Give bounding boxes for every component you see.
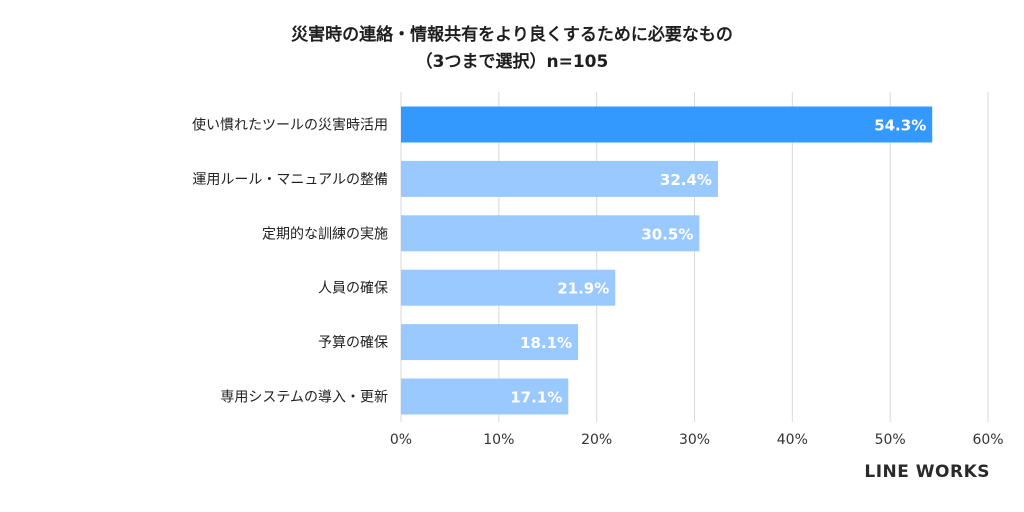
chart-title-line2: （3つまで選択）n=105	[415, 52, 609, 72]
data-label: 17.1%	[510, 389, 562, 407]
line-works-logo: LINE WORKS	[864, 462, 990, 482]
bar	[401, 106, 933, 143]
bar	[401, 160, 718, 197]
x-tick-label: 30%	[679, 432, 710, 448]
bar	[401, 324, 579, 361]
category-label: 人員の確保	[318, 281, 388, 297]
category-label: 使い慣れたツールの災害時活用	[192, 117, 388, 134]
category-label: 専用システムの導入・更新	[220, 390, 388, 406]
data-label: 30.5%	[641, 225, 693, 243]
category-label: 予算の確保	[318, 335, 388, 351]
x-tick-label: 10%	[483, 432, 514, 448]
x-tick-label: 60%	[972, 432, 1003, 448]
bar	[401, 215, 700, 252]
x-tick-label: 20%	[581, 432, 612, 448]
data-label: 32.4%	[660, 171, 712, 189]
x-tick-label: 50%	[875, 432, 906, 448]
category-label: 運用ルール・マニュアルの整備	[192, 172, 388, 188]
x-tick-label: 0%	[390, 432, 412, 448]
category-label: 定期的な訓練の実施	[262, 226, 388, 242]
bar	[401, 378, 569, 415]
chart-title-line1: 災害時の連絡・情報共有をより良くするために必要なもの	[291, 25, 733, 45]
x-tick-label: 40%	[777, 432, 808, 448]
data-label: 21.9%	[557, 280, 609, 298]
data-label: 54.3%	[874, 117, 926, 135]
data-label: 18.1%	[520, 334, 572, 352]
bar	[401, 269, 616, 306]
